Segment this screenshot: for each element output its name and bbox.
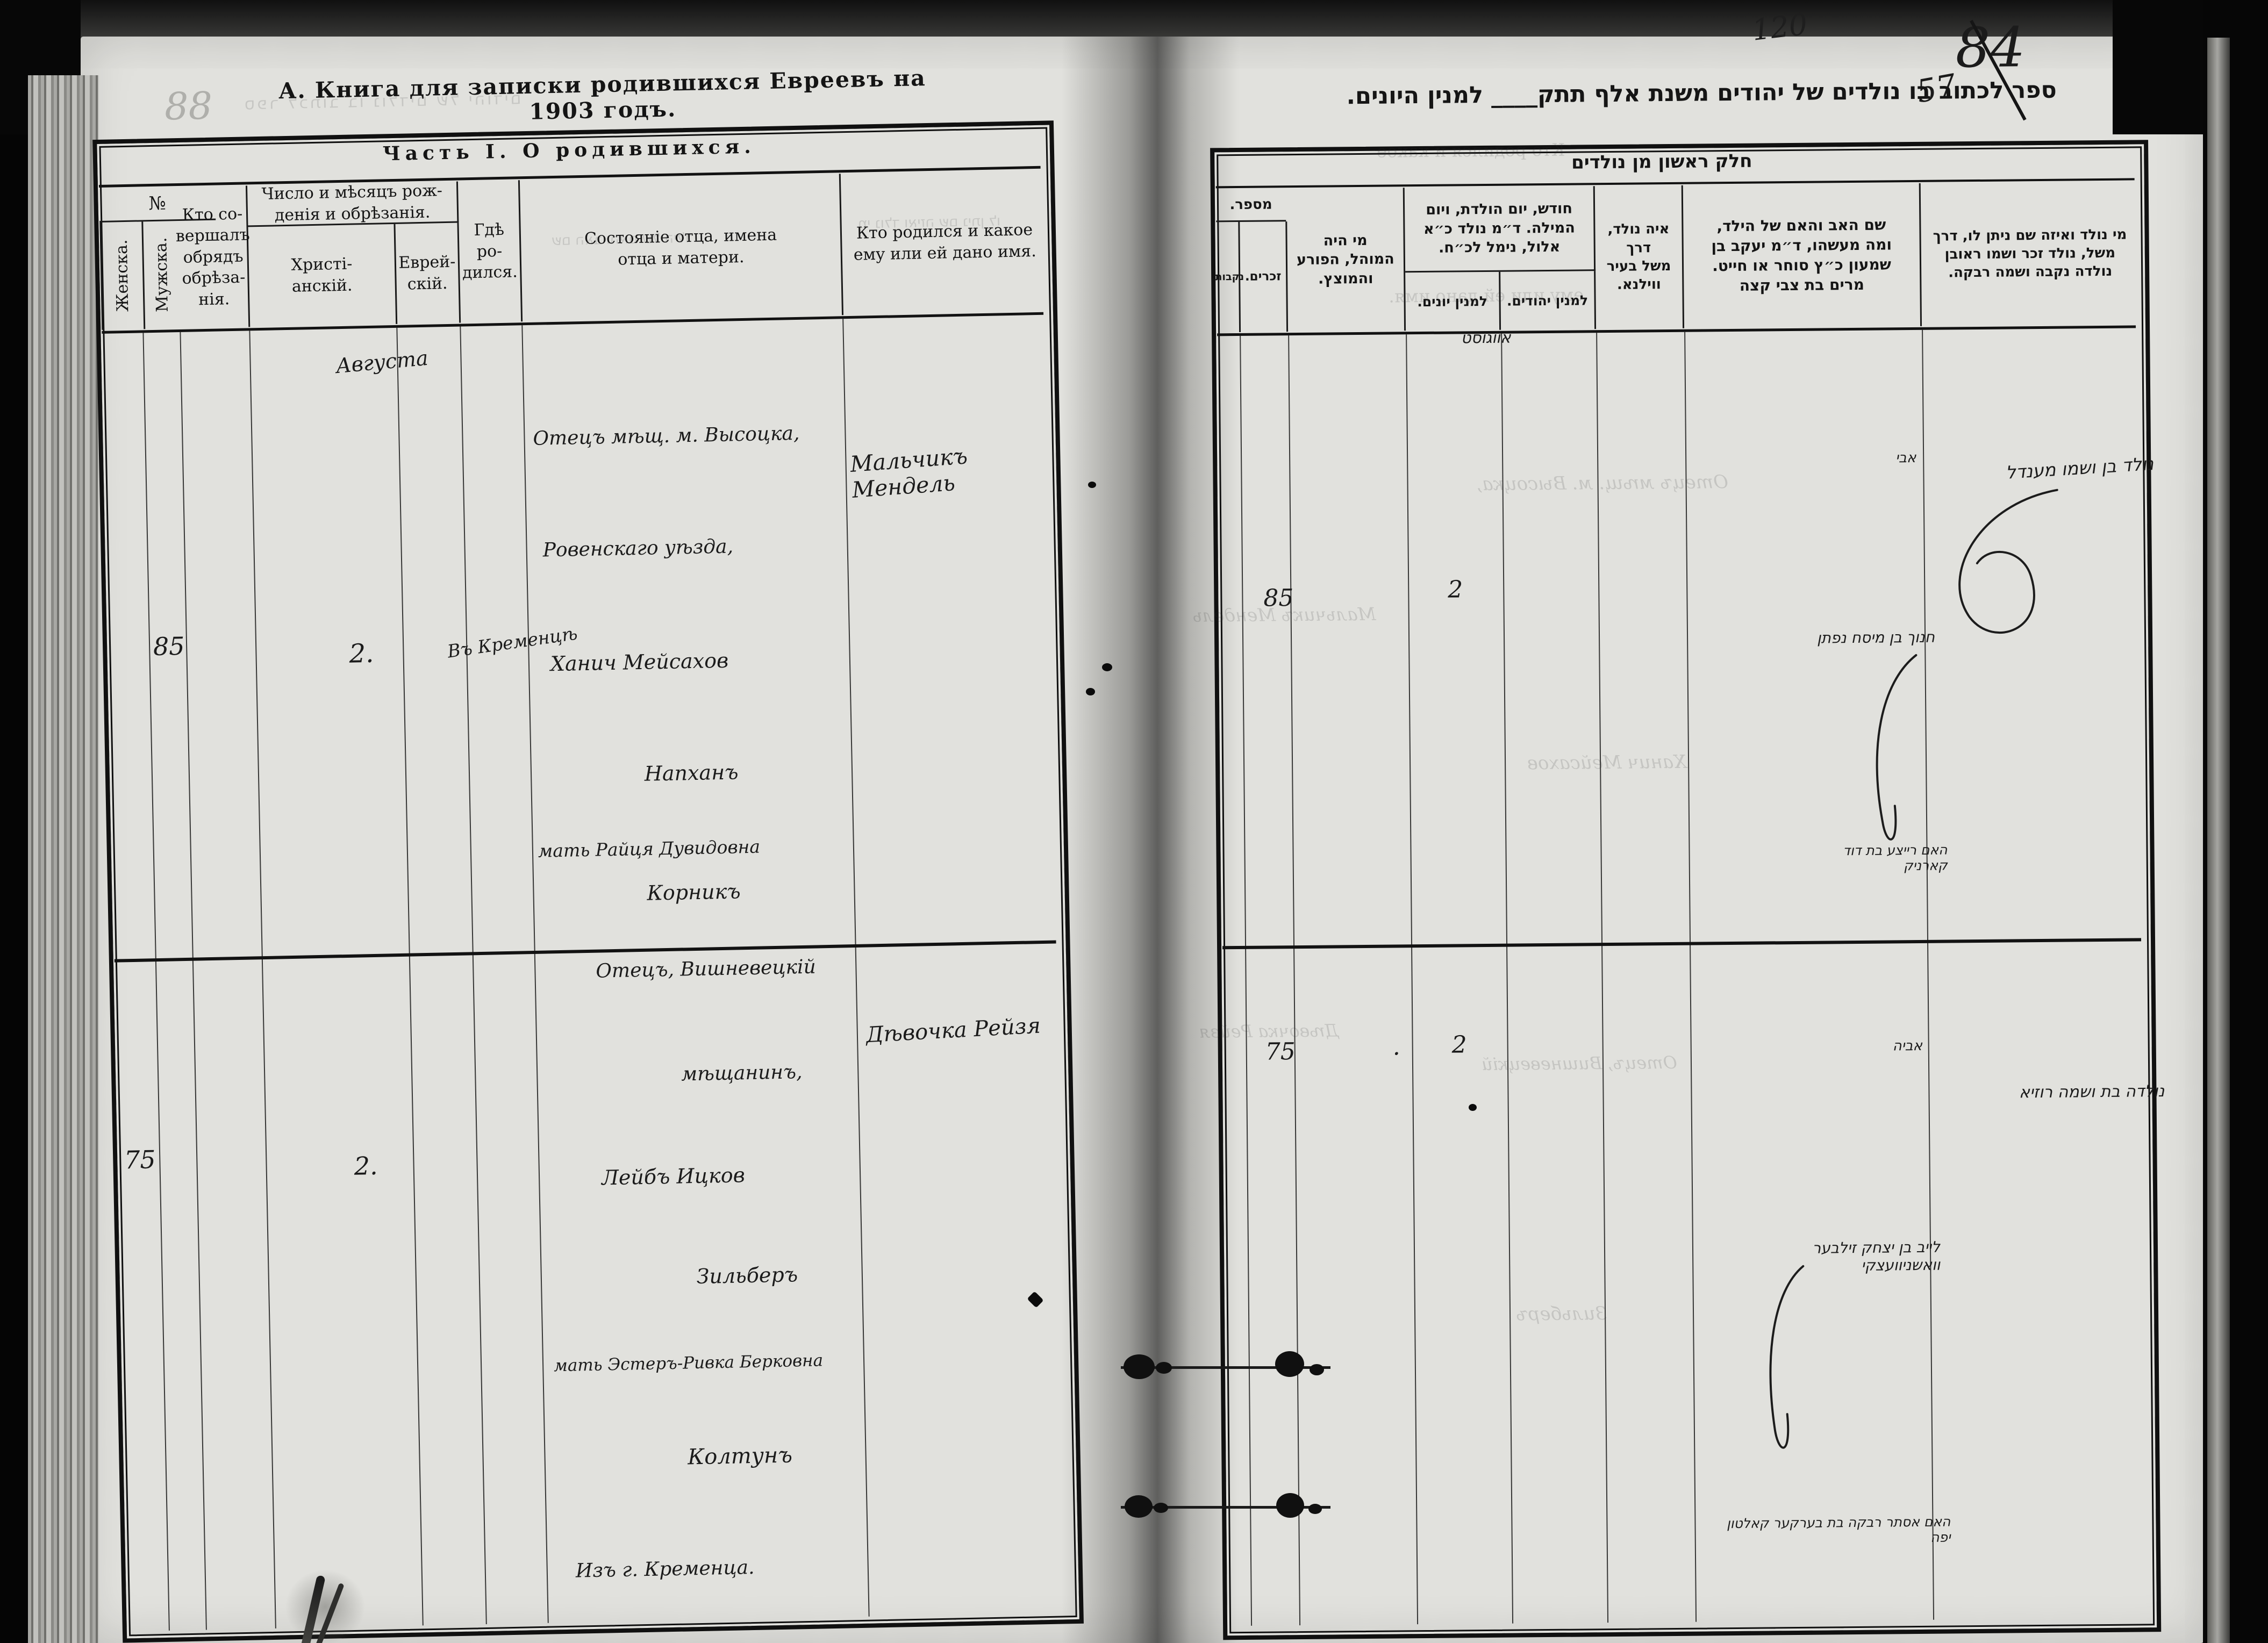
page-stack-edge-left — [28, 75, 99, 1643]
entry1-christian-day: 2. — [348, 638, 374, 669]
bleedthrough-text: Ханич Мейсахов — [1527, 751, 1687, 774]
binding-hole — [1088, 482, 1096, 488]
bleedthrough-text: Отецъ мѣщ. м. Высоцка, — [1476, 471, 1729, 496]
ink-blot — [1156, 1362, 1172, 1374]
bleedthrough-text: Отецъ, Вишневецкій — [1481, 1052, 1677, 1075]
entry2-christian-day: 2. — [354, 1151, 378, 1181]
col-christian-date: Христі- анскій. — [248, 224, 398, 327]
entry2-father-line: мѣщанинъ, — [681, 1061, 803, 1086]
bleedthrough-text: Зильберъ — [1515, 1303, 1607, 1325]
entry2-mother-he: האם אסתר רבקה בת בערקער קאלטון יפה — [1726, 1513, 1951, 1545]
col-jewish-date: Еврей- скій. — [395, 223, 461, 324]
col-circumciser: Кто со- вершалъ обрядъ обрѣза- нія. — [176, 185, 251, 328]
ink-blot — [1275, 1351, 1304, 1377]
bleedthrough-text: מי נולד ואיזה שם ניתן לו — [857, 213, 1001, 232]
ink-blot — [1124, 1354, 1155, 1379]
entry2-father-label-he: אביה — [1892, 1037, 1923, 1054]
col-female: Женска. — [99, 221, 144, 330]
col-females-he: נקבות. — [1211, 221, 1244, 333]
bleedthrough-text: שם האב והאם של הילד — [551, 229, 693, 249]
ink-transfer-line — [1121, 1506, 1330, 1509]
col-child: Кто родился и какое ему или ей дано имя. — [853, 220, 1037, 264]
bleedthrough-text: Кто родился и какое — [1376, 139, 1565, 162]
binding-hole — [1086, 688, 1095, 695]
pen-flourish — [1958, 489, 2058, 634]
ink-blot — [1310, 1364, 1324, 1375]
col-date-group: Число и мѣсяцъ рож- денія и обрѣзанія. — [247, 182, 459, 227]
bleedthrough-text: ему или ей дано имя. — [1389, 284, 1584, 307]
col-mohel: מי היה המוהל, הפורע והמוצץ. — [1286, 188, 1406, 332]
faint-folio-number: 88 — [164, 83, 213, 129]
bleedthrough-text: Дѣвочка Рейзя — [1199, 1020, 1339, 1042]
ink-blot — [1308, 1504, 1322, 1514]
entry2-greek-day-he: 2 — [1451, 1031, 1467, 1059]
left-table-border — [92, 120, 1084, 1643]
entry1-greek-month-he: אווגוסט — [1461, 328, 1511, 347]
worm-hole — [1469, 1104, 1477, 1111]
left-page-title: А. Книга для записки родившихся Евреевъ … — [278, 65, 927, 125]
entry2-father-line: Зильберъ — [696, 1262, 798, 1289]
page-stack-edge-right — [2207, 38, 2230, 1643]
right-page-hebrew: 120 84 57 ספר לכתוב בו נולדים של יהודים … — [1171, 8, 2220, 1643]
ink-blot — [1276, 1493, 1304, 1518]
entry2-child-he: נולדה בת ושמה רוזיא — [2019, 1082, 2165, 1102]
entry2-dot-he: . — [1392, 1033, 1400, 1061]
top-scribble-number: 120 — [1750, 7, 1809, 47]
entry2-mother-line: Колтунъ — [687, 1443, 793, 1470]
ink-transfer-line — [1121, 1366, 1330, 1369]
col-males-he: זכרים. — [1240, 221, 1289, 332]
pen-flourish — [1876, 654, 1918, 841]
left-page-russian: ספר לכתוב בו נולדים של יהודים 88 А. Книг… — [63, 17, 1160, 1643]
col-date-group-he: חודש, יום הולדת, ויום המילה. ד״מ נולד כ״… — [1404, 186, 1596, 273]
entry1-greek-day-he: 2 — [1448, 576, 1463, 604]
ink-blot — [1154, 1503, 1168, 1513]
col-number-group: מספר. — [1215, 189, 1286, 223]
bleedthrough-text: Мальчикъ Мендель — [1192, 603, 1376, 626]
col-where-born-he: איה נולד, דרך משל בעיר ווילנא. — [1594, 185, 1685, 329]
entry1-mother-he: האם רייצע בת דוד קארניק — [1843, 842, 1948, 874]
ink-blot — [1125, 1495, 1153, 1518]
entry2-father-line: Лейбъ Ицков — [601, 1163, 746, 1190]
entry1-number-male: 85 — [153, 631, 185, 662]
entry1-father-line: Напханъ — [644, 760, 739, 786]
col-child-he: מי נולד ואיזה שם ניתן לו, דרך משל, נולד … — [1933, 226, 2127, 281]
entry1-father-label-he: אבי — [1895, 449, 1916, 467]
col-male: Мужска. — [141, 220, 181, 329]
right-page-title: ספר לכתוב בו נולדים של יהודים משנת אלף ת… — [1346, 76, 2057, 110]
pen-flourish — [1769, 1265, 1805, 1449]
entry2-number-female: 75 — [124, 1145, 156, 1175]
col-where-born: Гдѣ ро- дился. — [457, 180, 523, 323]
right-table-border — [1210, 140, 2162, 1640]
col-parents-he: שם האב והאם של הילד, ומה מעשהו, ד״מ יעקב… — [1683, 183, 1922, 328]
folio-number-old: 84 — [1955, 16, 2026, 81]
entry2-number-he: 75 — [1265, 1038, 1296, 1066]
binding-hole — [1102, 663, 1112, 671]
entry1-mother-line: Корникъ — [647, 879, 741, 905]
